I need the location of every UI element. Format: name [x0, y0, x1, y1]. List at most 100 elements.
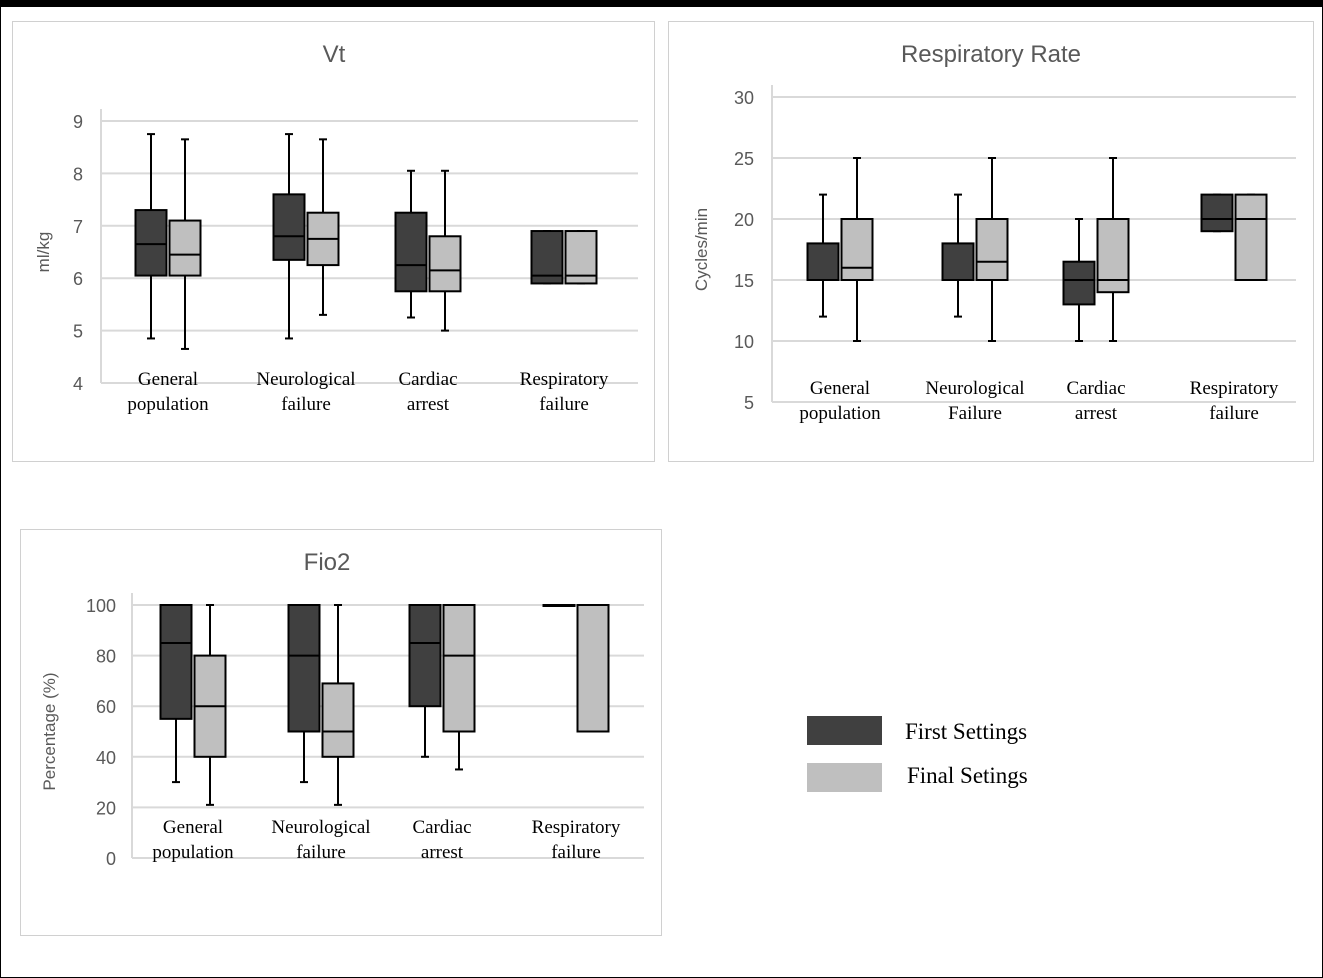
category-label-line: failure	[281, 394, 331, 415]
box-iqr	[159, 604, 193, 720]
box-first-1	[287, 604, 321, 784]
y-axis-label: Cycles/min	[692, 208, 711, 291]
respiratory-rate-chart: Respiratory Rate 5 10 15 20 25 30 Cycles/min Gen…	[692, 41, 1296, 424]
category-label-line: population	[799, 403, 881, 424]
chart-title: Fio2	[304, 549, 351, 576]
box-final-0	[840, 157, 874, 342]
figure-top-border	[0, 0, 1323, 7]
legend-label-final: Final Setings	[907, 763, 1028, 788]
vt-chart: Vt 4 5 6 7 8 9 ml/kg General population Neurologic…	[34, 41, 638, 415]
box-iqr	[1234, 193, 1268, 282]
legend-item-final: Final Setings	[800, 763, 1100, 793]
category-label-line: population	[152, 842, 234, 863]
legend-swatch-final	[807, 763, 882, 792]
box-iqr	[806, 242, 840, 281]
box-final-2	[442, 604, 476, 771]
y-tick-label: 25	[734, 149, 754, 169]
box-iqr	[941, 242, 975, 281]
category-label: Neurological failure	[271, 817, 370, 863]
category-label-line: Respiratory	[1190, 378, 1279, 399]
box-first-3	[530, 230, 564, 285]
box-final-1	[306, 138, 340, 316]
box-iqr	[168, 219, 202, 277]
box-first-2	[408, 604, 442, 758]
box-iqr	[287, 604, 321, 733]
category-label: General population	[152, 817, 234, 863]
y-tick-label: 60	[96, 697, 116, 717]
category-label: General population	[799, 378, 881, 424]
box-final-2	[428, 169, 462, 332]
category-label: Respiratory failure	[1190, 378, 1279, 424]
y-tick-label: 40	[96, 748, 116, 768]
y-tick-label: 8	[73, 164, 83, 184]
box-iqr	[1062, 260, 1096, 306]
category-label-line: Neurological	[925, 378, 1024, 399]
legend-item-first: First Settings	[800, 716, 1100, 746]
box-iqr	[272, 193, 306, 261]
category-label-line: failure	[539, 394, 589, 415]
legend: First Settings Final Setings	[800, 710, 1100, 800]
category-label-line: failure	[296, 842, 346, 863]
box-final-2	[1096, 157, 1130, 342]
y-tick-label: 4	[73, 374, 83, 394]
box-iqr	[1200, 193, 1234, 233]
y-tick-label: 20	[734, 210, 754, 230]
box-first-0	[806, 193, 840, 318]
y-tick-label: 5	[744, 393, 754, 413]
legend-label-first: First Settings	[905, 719, 1028, 744]
category-label-line: failure	[551, 842, 601, 863]
category-label-line: Neurological	[271, 817, 370, 838]
box-iqr	[442, 604, 476, 733]
box-iqr	[394, 211, 428, 293]
box-final-3	[564, 230, 598, 285]
box-final-0	[168, 138, 202, 350]
category-label-line: Cardiac	[412, 817, 471, 838]
respiratory-rate-chart-panel: Respiratory Rate 5 10 15 20 25 30 Cycles/min Gen…	[668, 21, 1314, 462]
box-iqr	[408, 604, 442, 708]
category-label: Respiratory failure	[532, 817, 621, 863]
category-label-line: Respiratory	[520, 369, 609, 390]
category-label: Cardiac arrest	[412, 817, 471, 863]
y-tick-label: 6	[73, 269, 83, 289]
box-first-0	[134, 133, 168, 340]
category-label-line: General	[138, 369, 198, 390]
category-label-line: Failure	[948, 403, 1002, 424]
box-first-3	[542, 604, 576, 607]
y-tick-label: 20	[96, 798, 116, 818]
category-label-line: failure	[1209, 403, 1259, 424]
category-label: Cardiac arrest	[1066, 378, 1125, 424]
category-label-line: Cardiac	[1066, 378, 1125, 399]
chart-title: Respiratory Rate	[901, 41, 1081, 68]
y-tick-label: 100	[86, 596, 116, 616]
box-iqr	[840, 218, 874, 281]
box-final-0	[193, 604, 227, 806]
category-label: Neurological failure	[256, 369, 355, 415]
box-iqr	[134, 209, 168, 277]
fio2-chart: Fio2 0 20 40 60 80 100 Percentage (%) General pop…	[40, 549, 644, 869]
box-first-2	[394, 169, 428, 319]
y-tick-label: 9	[73, 112, 83, 132]
chart-title: Vt	[323, 41, 346, 68]
box-iqr	[428, 235, 462, 293]
category-label-line: arrest	[421, 842, 464, 863]
category-label: General population	[127, 369, 209, 415]
fio2-chart-panel: Fio2 0 20 40 60 80 100 Percentage (%) General pop…	[20, 529, 662, 936]
vt-chart-panel: Vt 4 5 6 7 8 9 ml/kg General population Neurologic…	[12, 21, 655, 462]
box-iqr	[1096, 218, 1130, 294]
box-final-1	[321, 604, 355, 806]
y-tick-label: 80	[96, 647, 116, 667]
box-final-3	[1234, 193, 1268, 282]
category-label-line: General	[810, 378, 870, 399]
y-axis-label: ml/kg	[34, 232, 53, 273]
box-final-1	[975, 157, 1009, 342]
box-first-1	[941, 193, 975, 318]
box-first-2	[1062, 218, 1096, 342]
category-label-line: Neurological	[256, 369, 355, 390]
box-iqr	[975, 218, 1009, 281]
y-tick-label: 0	[106, 849, 116, 869]
y-tick-label: 7	[73, 217, 83, 237]
y-axis-label: Percentage (%)	[40, 672, 59, 790]
y-tick-label: 5	[73, 322, 83, 342]
box-first-1	[272, 133, 306, 340]
category-label-line: Cardiac	[398, 369, 457, 390]
